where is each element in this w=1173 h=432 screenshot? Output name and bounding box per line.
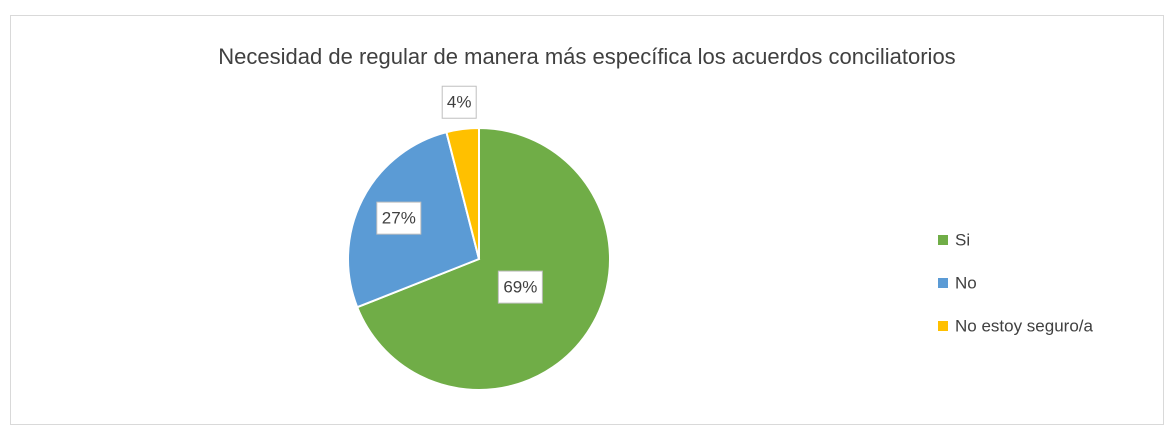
data-label: 69% (503, 278, 537, 297)
data-label-box (376, 201, 422, 235)
legend-label: Si (955, 230, 970, 249)
data-label-box (497, 270, 543, 304)
pie-slice (355, 126, 611, 391)
legend-swatch (938, 235, 948, 245)
legend-label: No (955, 273, 977, 292)
legend-label: No estoy seguro/a (955, 316, 1094, 335)
data-label: 27% (382, 209, 416, 228)
legend-swatch (938, 278, 948, 288)
chart-title: Necesidad de regular de manera más espec… (218, 44, 955, 69)
data-label: 4% (447, 93, 472, 112)
legend-swatch (938, 321, 948, 331)
data-label-box (441, 85, 477, 119)
pie-slice (445, 126, 480, 260)
